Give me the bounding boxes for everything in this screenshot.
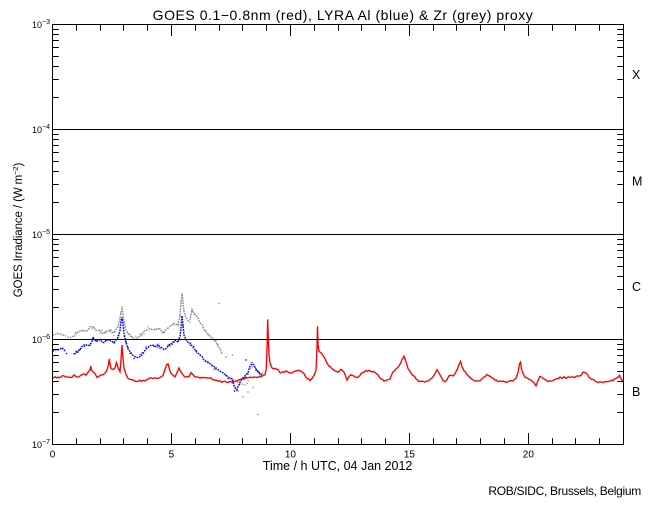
svg-text:GOES Irradiance / (W m−2): GOES Irradiance / (W m−2): [11, 162, 25, 297]
svg-text:10: 10: [285, 450, 297, 461]
svg-text:Time / h UTC, 04 Jan 2012: Time / h UTC, 04 Jan 2012: [263, 459, 413, 473]
svg-text:0: 0: [50, 450, 56, 461]
svg-text:10−5: 10−5: [32, 229, 50, 240]
svg-text:C: C: [632, 280, 641, 294]
svg-text:X: X: [632, 68, 641, 82]
svg-text:20: 20: [523, 450, 535, 461]
svg-text:10−3: 10−3: [32, 19, 50, 30]
svg-text:10−7: 10−7: [32, 439, 50, 450]
svg-text:M: M: [632, 175, 642, 189]
svg-text:B: B: [632, 385, 640, 399]
svg-text:10−4: 10−4: [32, 124, 50, 135]
svg-text:GOES 0.1−0.8nm (red), LYRA Al: GOES 0.1−0.8nm (red), LYRA Al (blue) & Z…: [153, 7, 534, 23]
svg-text:15: 15: [404, 450, 416, 461]
svg-text:10−6: 10−6: [32, 334, 50, 345]
svg-text:5: 5: [169, 450, 175, 461]
svg-text:ROB/SIDC, Brussels, Belgium: ROB/SIDC, Brussels, Belgium: [488, 484, 641, 498]
